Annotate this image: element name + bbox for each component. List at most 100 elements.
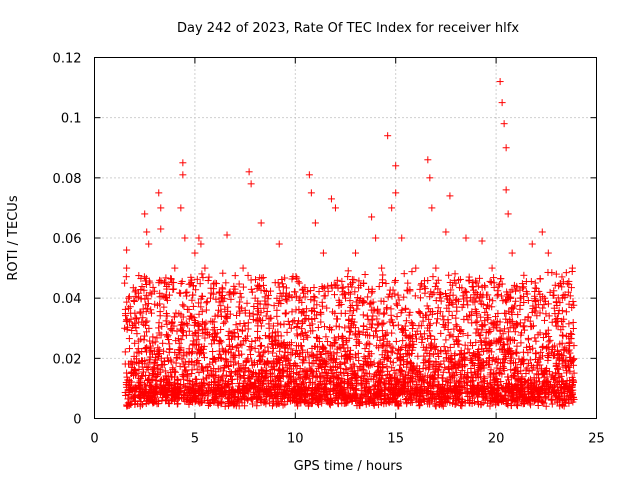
data-point — [375, 283, 383, 291]
data-point — [366, 340, 374, 348]
data-point — [135, 337, 143, 345]
data-point-peak — [123, 246, 131, 254]
data-point — [293, 330, 301, 338]
data-point — [126, 345, 134, 353]
data-point — [179, 301, 187, 309]
data-point — [409, 321, 417, 329]
data-point — [389, 359, 397, 367]
data-point — [344, 267, 352, 275]
data-point — [202, 299, 210, 307]
data-point — [494, 290, 502, 298]
data-point — [464, 316, 472, 324]
data-point — [552, 322, 560, 330]
data-point — [294, 278, 302, 286]
data-point — [525, 336, 533, 344]
y-tick-label: 0.04 — [53, 292, 82, 307]
data-point — [361, 271, 369, 279]
data-point — [225, 341, 233, 349]
data-point — [546, 336, 554, 344]
data-point-peak — [528, 240, 536, 248]
data-point — [315, 288, 323, 296]
data-point — [331, 291, 339, 299]
data-point — [492, 356, 500, 364]
data-point — [237, 293, 245, 301]
y-tick-label: 0.1 — [61, 112, 82, 127]
data-point — [486, 277, 494, 285]
data-point — [345, 289, 353, 297]
data-point — [451, 270, 459, 278]
data-point-peak — [424, 156, 432, 164]
data-point — [169, 286, 177, 294]
data-point — [278, 280, 286, 288]
data-point — [269, 322, 277, 330]
data-point-peak — [223, 231, 231, 239]
data-point — [157, 331, 165, 339]
data-point — [562, 308, 570, 316]
data-point — [539, 342, 547, 350]
data-point — [188, 296, 196, 304]
data-point — [424, 276, 432, 284]
data-point — [189, 302, 197, 310]
x-tick-label: 10 — [287, 432, 304, 447]
data-point — [347, 375, 355, 383]
data-point — [321, 323, 329, 331]
data-point — [532, 350, 540, 358]
data-point — [167, 275, 175, 283]
data-point — [259, 274, 267, 282]
data-point — [464, 331, 472, 339]
data-point — [308, 315, 316, 323]
data-point — [546, 288, 554, 296]
x-tick-label: 15 — [387, 432, 404, 447]
data-point — [437, 329, 445, 337]
data-point — [519, 348, 527, 356]
data-point — [142, 280, 150, 288]
data-point — [273, 312, 281, 320]
data-point — [392, 337, 400, 345]
x-tick-label: 25 — [588, 432, 605, 447]
data-point — [341, 324, 349, 332]
data-point-peak — [275, 240, 283, 248]
data-point — [368, 316, 376, 324]
data-point — [414, 352, 422, 360]
data-point — [155, 324, 163, 332]
data-point — [274, 279, 282, 287]
data-point-peak — [239, 264, 247, 272]
data-point — [558, 331, 566, 339]
data-point — [246, 342, 254, 350]
data-point-peak — [179, 159, 187, 167]
data-point-peak — [195, 234, 203, 242]
data-point — [298, 325, 306, 333]
data-point-peak — [378, 264, 386, 272]
data-point — [432, 319, 440, 327]
data-point — [333, 315, 341, 323]
data-point — [353, 305, 361, 313]
data-point-peak — [305, 171, 313, 179]
data-point — [180, 302, 188, 310]
data-point — [203, 298, 211, 306]
data-point — [378, 320, 386, 328]
data-point — [512, 287, 520, 295]
y-axis-label: ROTI / TECUs — [6, 195, 21, 280]
data-point — [147, 306, 155, 314]
data-point — [333, 276, 341, 284]
data-point-peak — [287, 324, 295, 332]
data-point — [294, 332, 302, 340]
data-point — [270, 302, 278, 310]
data-point — [559, 332, 567, 340]
data-point — [520, 271, 528, 279]
data-point — [452, 314, 460, 322]
data-point-peak — [281, 309, 289, 317]
data-point — [181, 366, 189, 374]
data-point — [387, 305, 395, 313]
data-point — [373, 315, 381, 323]
data-point-peak — [352, 249, 360, 257]
data-point — [486, 328, 494, 336]
data-point — [463, 297, 471, 305]
data-point — [430, 289, 438, 297]
data-point-peak — [307, 189, 315, 197]
data-point — [360, 353, 368, 361]
data-point — [300, 289, 308, 297]
data-point — [143, 304, 151, 312]
data-point — [216, 336, 224, 344]
data-point — [172, 309, 180, 317]
